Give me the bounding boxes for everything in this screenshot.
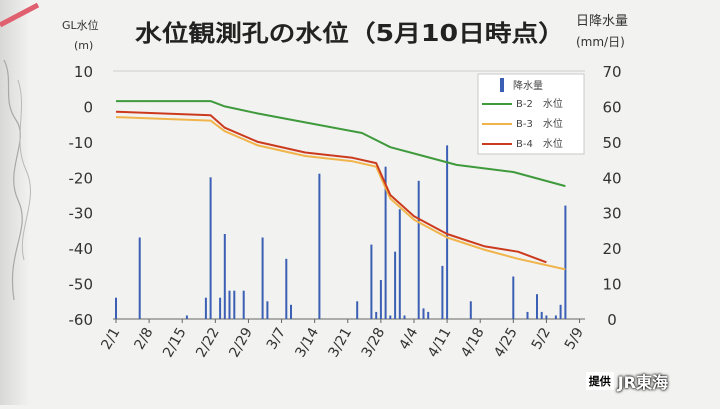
y-left-tick-label: 0 — [83, 98, 93, 116]
y-right-tick-label: 10 — [602, 276, 621, 294]
y-left-ticks: 10 0 -10 -20 -30 -40 -50 -60 — [69, 63, 94, 329]
rain-bar — [417, 180, 420, 319]
rain-bar — [427, 311, 430, 319]
rain-bar — [356, 301, 359, 319]
credit-label: 提供 — [585, 372, 614, 390]
y-left-tick-label: 10 — [74, 63, 93, 81]
x-tick-label: 3/21 — [326, 325, 356, 360]
x-ticks: 2/1 2/8 2/15 2/22 2/29 3/7 3/14 3/21 3/28 4/4 4/11… — [98, 319, 587, 360]
y-right-unit: (mm/日) — [576, 35, 625, 49]
x-tick-label: 2/29 — [226, 325, 256, 360]
rain-bar — [219, 297, 222, 319]
rain-bar — [564, 205, 567, 319]
rain-bar — [204, 297, 207, 319]
y-left-tick-label: -30 — [69, 205, 94, 223]
rain-bar — [559, 304, 562, 319]
y-right-tick-label: 40 — [602, 169, 621, 187]
rain-bar — [441, 265, 444, 319]
rain-bar — [223, 234, 226, 319]
series-line-b4 — [115, 110, 547, 264]
rain-bar — [422, 308, 425, 319]
rain-bar — [512, 276, 515, 319]
y-right-tick-label: 50 — [602, 134, 621, 152]
y-left-tick-label: -40 — [69, 240, 94, 258]
x-tick-label: 3/28 — [359, 325, 389, 360]
y-left-tick-label: -60 — [69, 311, 94, 329]
y-right-tick-label: 60 — [602, 98, 621, 116]
legend-label-b2: B-2 水位 — [516, 97, 563, 110]
rain-bar — [261, 237, 264, 319]
legend-box — [477, 73, 585, 155]
rain-bar — [384, 166, 387, 319]
rain-bar — [266, 301, 269, 319]
x-tick-label: 4/18 — [458, 325, 488, 360]
rain-bar — [370, 244, 373, 319]
rain-bar — [540, 311, 543, 319]
y-right-tick-label: 0 — [607, 311, 617, 329]
rain-bar — [554, 315, 557, 319]
rain-bar — [233, 290, 236, 319]
x-tick-label: 5/9 — [562, 325, 587, 353]
series-lines — [115, 100, 566, 271]
chart-title: 水位観測孔の水位（5月10日時点） — [135, 20, 565, 47]
y-left-tick-label: -20 — [69, 169, 94, 187]
rain-bar — [536, 294, 538, 319]
rain-bar — [469, 301, 472, 319]
x-tick-label: 2/1 — [98, 325, 123, 353]
rain-bar — [526, 311, 529, 319]
rain-bar — [209, 177, 212, 319]
rain-bars — [115, 145, 567, 319]
legend-label-rain: 降水量 — [513, 79, 543, 92]
rain-bar — [242, 290, 245, 319]
rain-bar — [285, 258, 288, 319]
rain-bar — [398, 209, 401, 319]
legend-label-b4: B-4 水位 — [516, 137, 563, 150]
y-right-tick-label: 20 — [602, 240, 621, 258]
rain-bar — [318, 173, 321, 319]
rain-bar — [115, 297, 117, 319]
rain-bar — [185, 315, 188, 319]
x-tick-label: 4/11 — [425, 325, 455, 360]
x-tick-label: 4/25 — [491, 325, 521, 360]
rain-bar — [290, 304, 292, 319]
rain-bar — [389, 315, 392, 319]
rain-bar — [446, 145, 449, 319]
x-tick-label: 2/22 — [193, 325, 223, 360]
background-map-fragment — [0, 0, 40, 405]
credit-org: JR東海 — [617, 373, 668, 392]
y-right-ticks: 70 60 50 40 30 20 10 0 — [602, 63, 621, 329]
legend-label-b3: B-3 水位 — [516, 117, 563, 130]
rain-bar — [394, 251, 397, 319]
rain-bar — [228, 290, 231, 319]
y-right-tick-label: 70 — [602, 63, 621, 81]
rain-bar — [375, 311, 378, 319]
y-left-tick-label: -50 — [69, 276, 94, 294]
y-right-label: 日降水量 — [576, 14, 628, 29]
credit: 提供 JR東海 — [585, 369, 668, 393]
series-line-b2 — [116, 100, 566, 188]
y-left-tick-label: -10 — [69, 134, 94, 152]
series-line-b3 — [115, 116, 566, 271]
x-tick-label: 4/4 — [396, 325, 421, 353]
y-left-label: GL水位 — [62, 18, 99, 32]
y-right-tick-label: 30 — [602, 205, 621, 223]
rain-bar — [403, 315, 406, 319]
legend-swatch-rain — [500, 78, 504, 92]
rain-bar — [138, 237, 141, 319]
y-left-unit: (m) — [74, 39, 93, 52]
x-tick-label: 3/7 — [264, 325, 289, 353]
x-tick-label: 2/15 — [160, 325, 190, 360]
legend: 降水量 B-2 水位 B-3 水位 B-4 水位 — [477, 73, 585, 155]
x-tick-label: 3/14 — [293, 325, 323, 360]
rain-bar — [379, 280, 382, 319]
rain-bar — [545, 315, 548, 319]
x-tick-label: 5/2 — [529, 325, 554, 353]
x-tick-label: 2/8 — [131, 325, 156, 353]
